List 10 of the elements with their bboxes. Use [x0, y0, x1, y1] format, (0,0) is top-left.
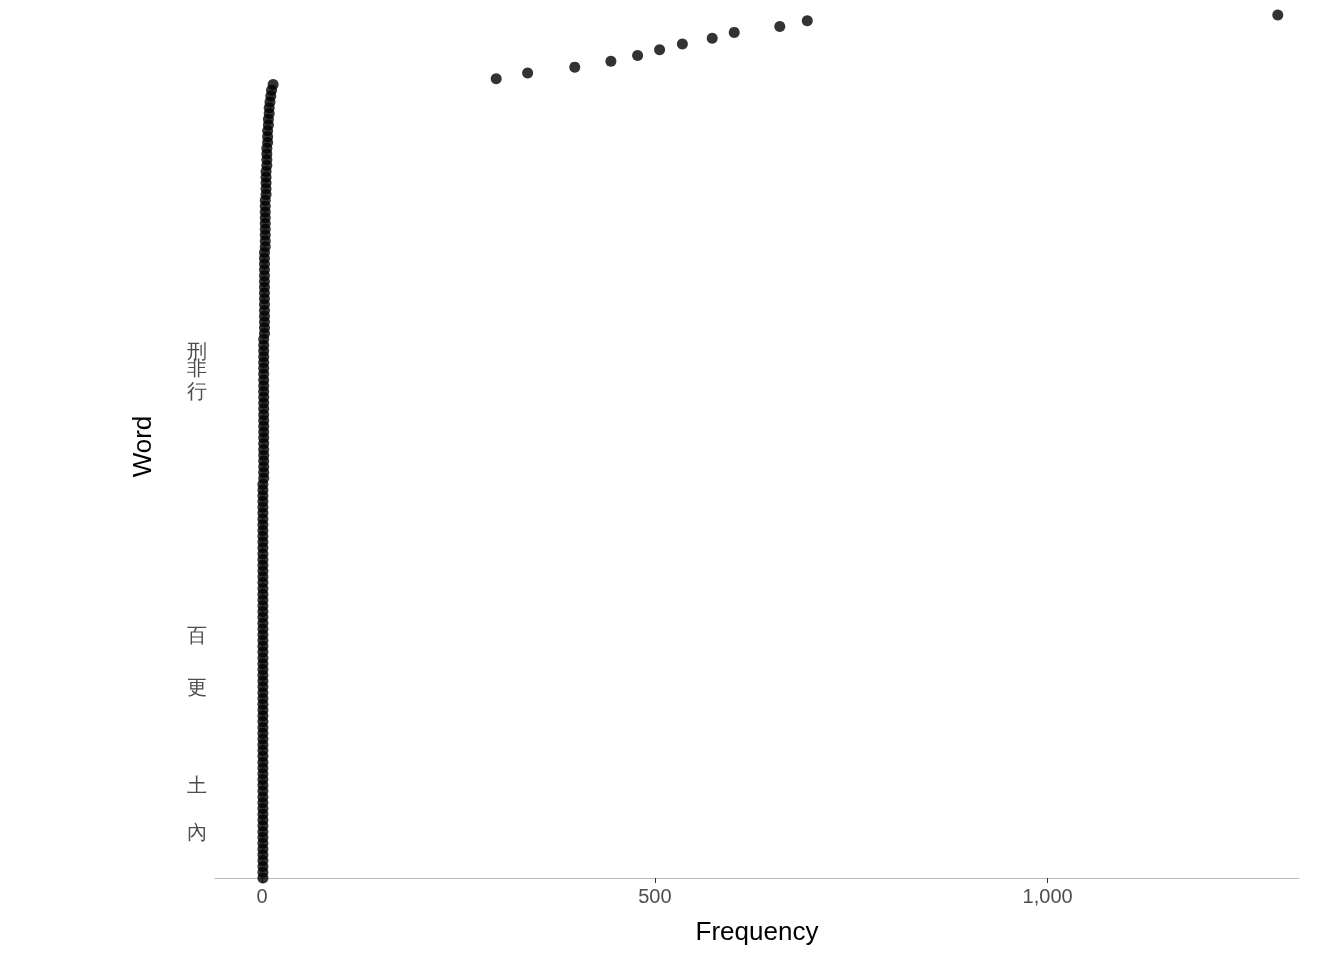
y-tick-label: 行: [187, 380, 207, 403]
y-tick-label: 土: [187, 774, 207, 797]
x-axis-title: Frequency: [695, 916, 819, 946]
y-axis-title: Word: [127, 415, 157, 478]
y-tick-label: 內: [187, 820, 207, 843]
y-tick-label: 百: [187, 623, 207, 646]
x-tick-label: 500: [638, 885, 672, 907]
x-tick-label: 1,000: [1022, 885, 1073, 907]
x-tick-label: 0: [256, 885, 268, 907]
y-tick-label: 更: [187, 675, 207, 698]
